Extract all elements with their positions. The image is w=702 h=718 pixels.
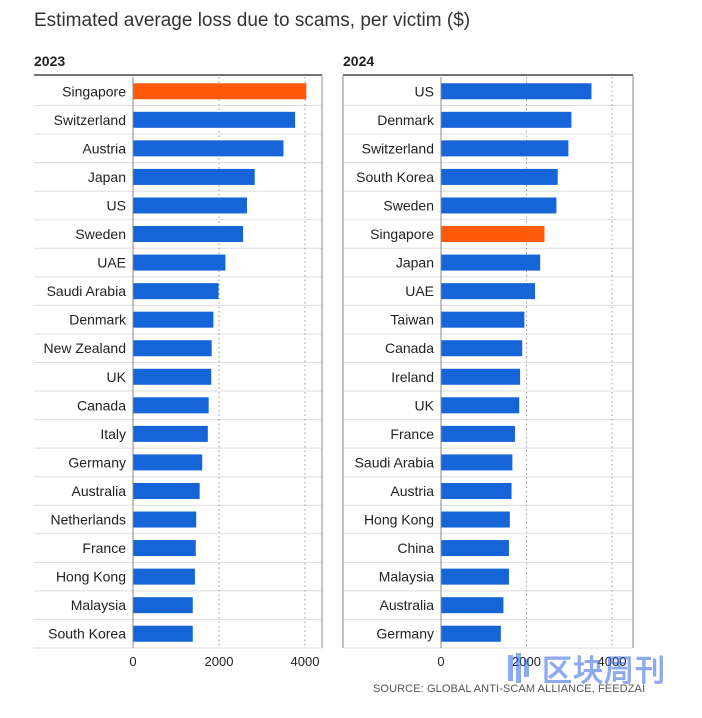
bar-taiwan [441, 311, 525, 328]
category-label: New Zealand [44, 340, 127, 356]
bar-saudi-arabia [133, 283, 219, 300]
x-tick-label: 0 [437, 654, 444, 669]
watermark-text: 区块周刊 [542, 655, 666, 688]
category-label: Italy [100, 426, 126, 442]
bar-sweden [441, 197, 557, 214]
category-label: UK [107, 369, 127, 385]
bar-germany [133, 454, 203, 471]
category-label: UAE [405, 283, 434, 299]
bar-hong-kong [133, 568, 195, 585]
bar-japan [133, 168, 255, 185]
category-label: Canada [77, 397, 126, 413]
x-tick-label: 4000 [598, 654, 627, 669]
bar-switzerland [441, 140, 569, 157]
category-label: Japan [396, 255, 434, 271]
category-label: US [415, 83, 434, 99]
bar-japan [441, 254, 541, 271]
category-label: Malaysia [379, 569, 434, 585]
category-label: Saudi Arabia [47, 283, 127, 299]
category-label: Ireland [391, 369, 434, 385]
category-label: Denmark [377, 112, 435, 128]
bar-south-korea [441, 168, 558, 185]
chart-title: Estimated average loss due to scams, per… [34, 10, 471, 31]
bar-austria [441, 482, 512, 499]
category-label: Sweden [75, 226, 126, 242]
x-tick-label: 2000 [205, 654, 234, 669]
x-tick-label: 0 [129, 654, 136, 669]
bar-uk [133, 368, 212, 385]
watermark-logo: 区块周刊 [506, 646, 686, 690]
category-label: France [82, 540, 126, 556]
bar-sweden [133, 226, 244, 243]
category-label: Taiwan [390, 312, 434, 328]
category-label: Germany [68, 454, 126, 470]
source-note: SOURCE: GLOBAL ANTI-SCAM ALLIANCE, FEEDZ… [373, 683, 646, 695]
bar-australia [441, 597, 504, 614]
category-label: Switzerland [362, 140, 434, 156]
bar-denmark [441, 111, 572, 128]
bar-us [441, 83, 592, 100]
category-label: South Korea [48, 626, 126, 642]
bar-china [441, 540, 509, 557]
x-tick-label: 4000 [291, 654, 320, 669]
panel-title-2023: 2023 [34, 53, 65, 69]
category-label: UAE [97, 255, 126, 271]
category-label: Saudi Arabia [355, 454, 435, 470]
category-label: Singapore [370, 226, 434, 242]
category-label: Austria [82, 140, 126, 156]
bar-canada [441, 340, 523, 357]
bar-uk [441, 397, 520, 414]
category-label: Germany [376, 626, 434, 642]
category-label: Switzerland [54, 112, 126, 128]
category-label: Netherlands [51, 512, 127, 528]
category-label: Hong Kong [56, 569, 126, 585]
category-label: Malaysia [71, 597, 126, 613]
bar-australia [133, 482, 200, 499]
bar-saudi-arabia [441, 454, 513, 471]
bar-malaysia [133, 597, 193, 614]
category-label: Austria [390, 483, 434, 499]
panel-title-2024: 2024 [343, 53, 374, 69]
category-label: Japan [88, 169, 126, 185]
bar-netherlands [133, 511, 197, 528]
bar-singapore [133, 83, 307, 100]
bar-austria [133, 140, 284, 157]
category-label: Singapore [62, 83, 126, 99]
category-label: France [390, 426, 434, 442]
category-label: Denmark [69, 312, 127, 328]
category-label: Canada [385, 340, 434, 356]
category-label: Hong Kong [364, 512, 434, 528]
bar-ireland [441, 368, 521, 385]
category-label: Australia [380, 597, 435, 613]
bar-switzerland [133, 111, 296, 128]
bar-uae [133, 254, 226, 271]
bar-malaysia [441, 568, 509, 585]
bar-hong-kong [441, 511, 510, 528]
bar-us [133, 197, 247, 214]
category-label: Sweden [383, 197, 434, 213]
category-label: UK [415, 397, 435, 413]
bar-denmark [133, 311, 214, 328]
bar-canada [133, 397, 209, 414]
category-label: US [107, 197, 126, 213]
bar-south-korea [133, 625, 193, 642]
bar-new-zealand [133, 340, 212, 357]
bar-france [133, 540, 196, 557]
bar-italy [133, 425, 208, 442]
bar-germany [441, 625, 501, 642]
category-label: Australia [72, 483, 127, 499]
bar-singapore [441, 226, 545, 243]
category-label: South Korea [356, 169, 434, 185]
category-label: China [397, 540, 434, 556]
watermark-icon [508, 653, 529, 683]
bar-uae [441, 283, 536, 300]
bar-france [441, 425, 515, 442]
